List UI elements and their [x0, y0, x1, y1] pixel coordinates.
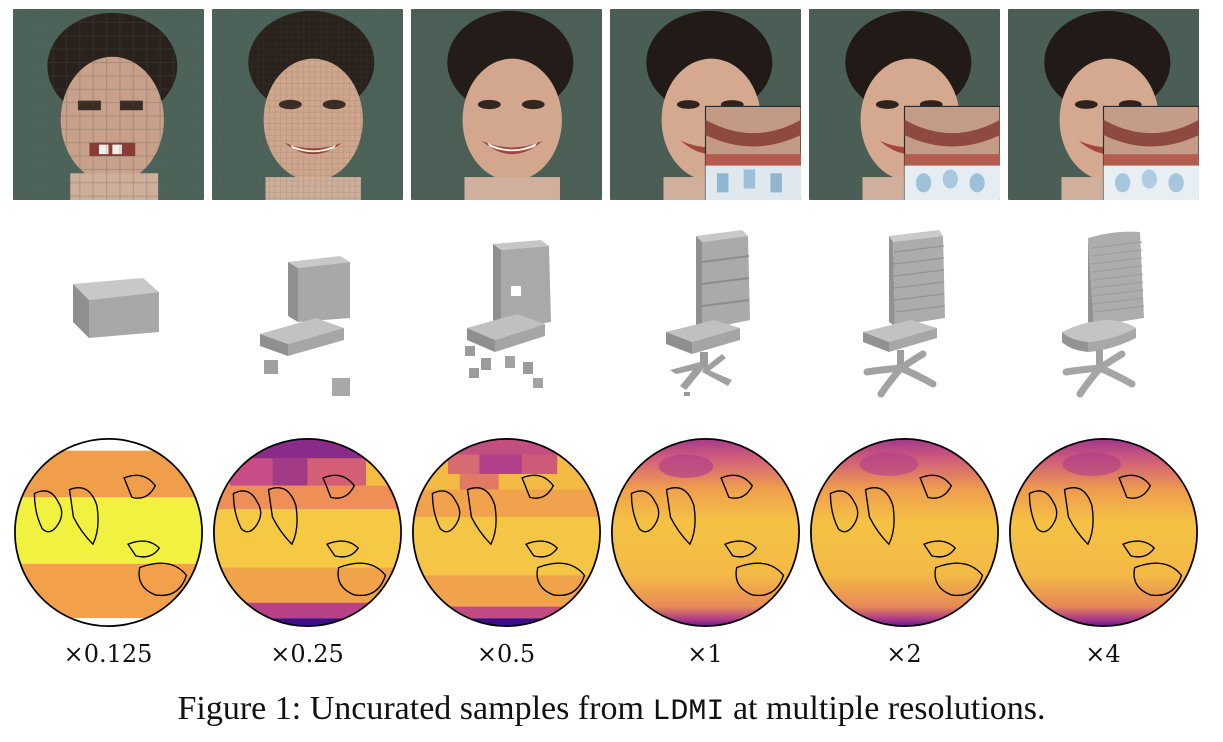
globe-sample-2	[807, 435, 1002, 630]
face-sample-0125	[13, 9, 204, 200]
face-sample-4	[1008, 9, 1199, 200]
scale-label-05: ×0.5	[476, 640, 536, 668]
face-sample-025	[212, 9, 403, 200]
globe-sample-05	[409, 435, 604, 630]
caption-model-name: LDMI	[652, 695, 725, 729]
globe-sample-4	[1006, 435, 1201, 630]
chair-sample-4	[1008, 222, 1199, 413]
figure-caption: Figure 1: Uncurated samples from LDMI at…	[0, 690, 1223, 729]
scale-label-0125: ×0.125	[63, 640, 153, 668]
scale-label-4: ×4	[1085, 640, 1121, 668]
scale-label-025: ×0.25	[270, 640, 344, 668]
face-sample-05	[411, 9, 602, 200]
chair-sample-0125	[13, 222, 204, 413]
caption-prefix: Figure 1: Uncurated samples from	[177, 690, 653, 727]
globe-sample-025	[210, 435, 405, 630]
chair-sample-05	[411, 222, 602, 413]
scale-label-1: ×1	[687, 640, 723, 668]
face-sample-2	[809, 9, 1000, 200]
caption-suffix: at multiple resolutions.	[724, 690, 1046, 727]
chair-sample-2	[809, 222, 1000, 413]
globe-sample-1	[608, 435, 803, 630]
chair-sample-025	[212, 222, 403, 413]
scale-label-2: ×2	[886, 640, 922, 668]
face-sample-1	[610, 9, 801, 200]
globe-sample-0125	[11, 435, 206, 630]
chair-sample-1	[610, 222, 801, 413]
